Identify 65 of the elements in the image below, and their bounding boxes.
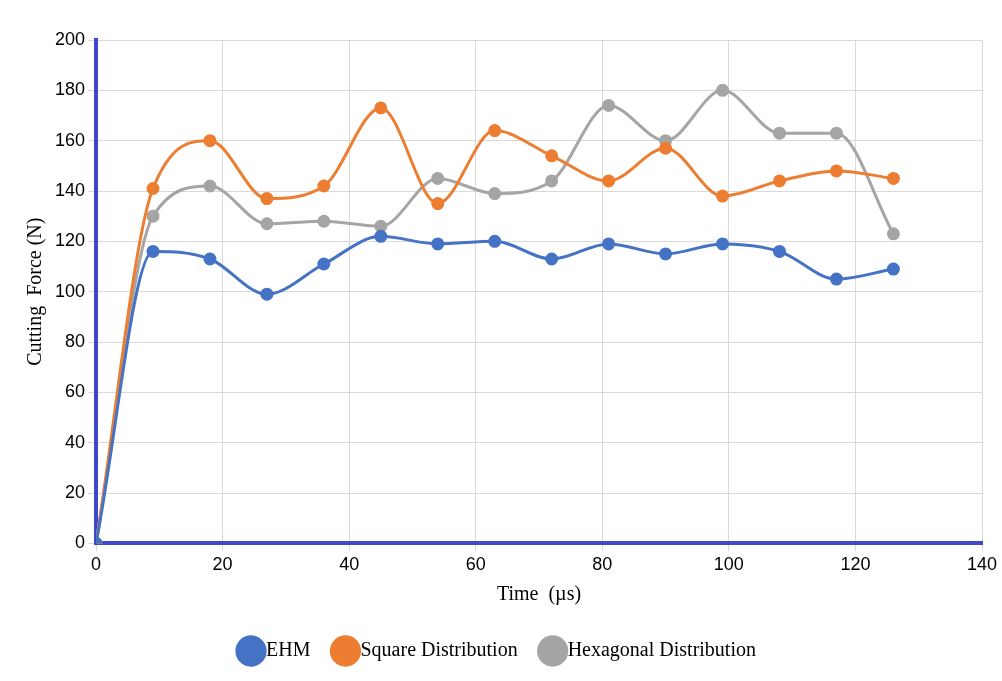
point — [374, 219, 388, 233]
point — [772, 244, 786, 258]
y-tick-label: 80 — [65, 331, 86, 352]
y-tick-label: 140 — [54, 179, 86, 200]
point — [829, 272, 843, 286]
x-tick-label: 120 — [840, 554, 871, 575]
point — [146, 244, 160, 258]
point — [602, 237, 616, 251]
y-tick-label: 160 — [54, 129, 86, 150]
y-axis-title: Cutting Force (N) — [23, 217, 47, 366]
y-tick-label: 40 — [65, 431, 86, 452]
y-tick-label: 200 — [54, 28, 86, 49]
point — [772, 126, 786, 140]
x-axis-title: Time (µs) — [496, 582, 582, 606]
point — [659, 141, 673, 155]
point — [545, 149, 559, 163]
point — [260, 192, 274, 206]
y-tick-label: 20 — [65, 482, 86, 503]
point — [317, 214, 331, 228]
y-tick-label: 120 — [54, 230, 86, 251]
point — [260, 287, 274, 301]
point — [431, 237, 445, 251]
point — [716, 83, 730, 97]
point — [374, 101, 388, 115]
point — [317, 179, 331, 193]
point — [886, 262, 900, 276]
y-tick-label: 60 — [65, 381, 86, 402]
point — [374, 229, 388, 243]
point — [886, 227, 900, 241]
point — [545, 252, 559, 266]
point — [602, 98, 616, 112]
point — [203, 179, 217, 193]
legend-label: EHM — [266, 638, 311, 661]
point — [772, 174, 786, 188]
point — [829, 126, 843, 140]
point — [488, 187, 502, 201]
y-tick-label: 0 — [75, 532, 86, 553]
x-tick-label: 0 — [91, 554, 102, 575]
x-tick-label: 40 — [339, 554, 360, 575]
point — [716, 237, 730, 251]
point — [260, 217, 274, 231]
legend-label: Hexagonal Distribution — [567, 638, 756, 662]
point — [317, 257, 331, 271]
point — [716, 189, 730, 203]
point — [488, 124, 502, 138]
point — [829, 164, 843, 178]
point — [146, 209, 160, 223]
point — [886, 171, 900, 185]
point — [545, 174, 559, 188]
point — [431, 197, 445, 211]
point — [602, 174, 616, 188]
x-tick-label: 20 — [212, 554, 233, 575]
point — [488, 234, 502, 248]
point — [146, 182, 160, 195]
y-tick-label: 100 — [54, 280, 86, 301]
point — [431, 171, 445, 185]
point — [203, 134, 217, 148]
point — [203, 252, 217, 266]
y-tick-label: 180 — [54, 79, 86, 100]
x-tick-label: 140 — [966, 554, 998, 575]
legend-label: Square Distribution — [360, 638, 518, 662]
x-tick-label: 100 — [713, 554, 744, 575]
point — [659, 247, 673, 261]
x-tick-label: 60 — [465, 554, 486, 575]
x-tick-label: 80 — [592, 554, 613, 575]
